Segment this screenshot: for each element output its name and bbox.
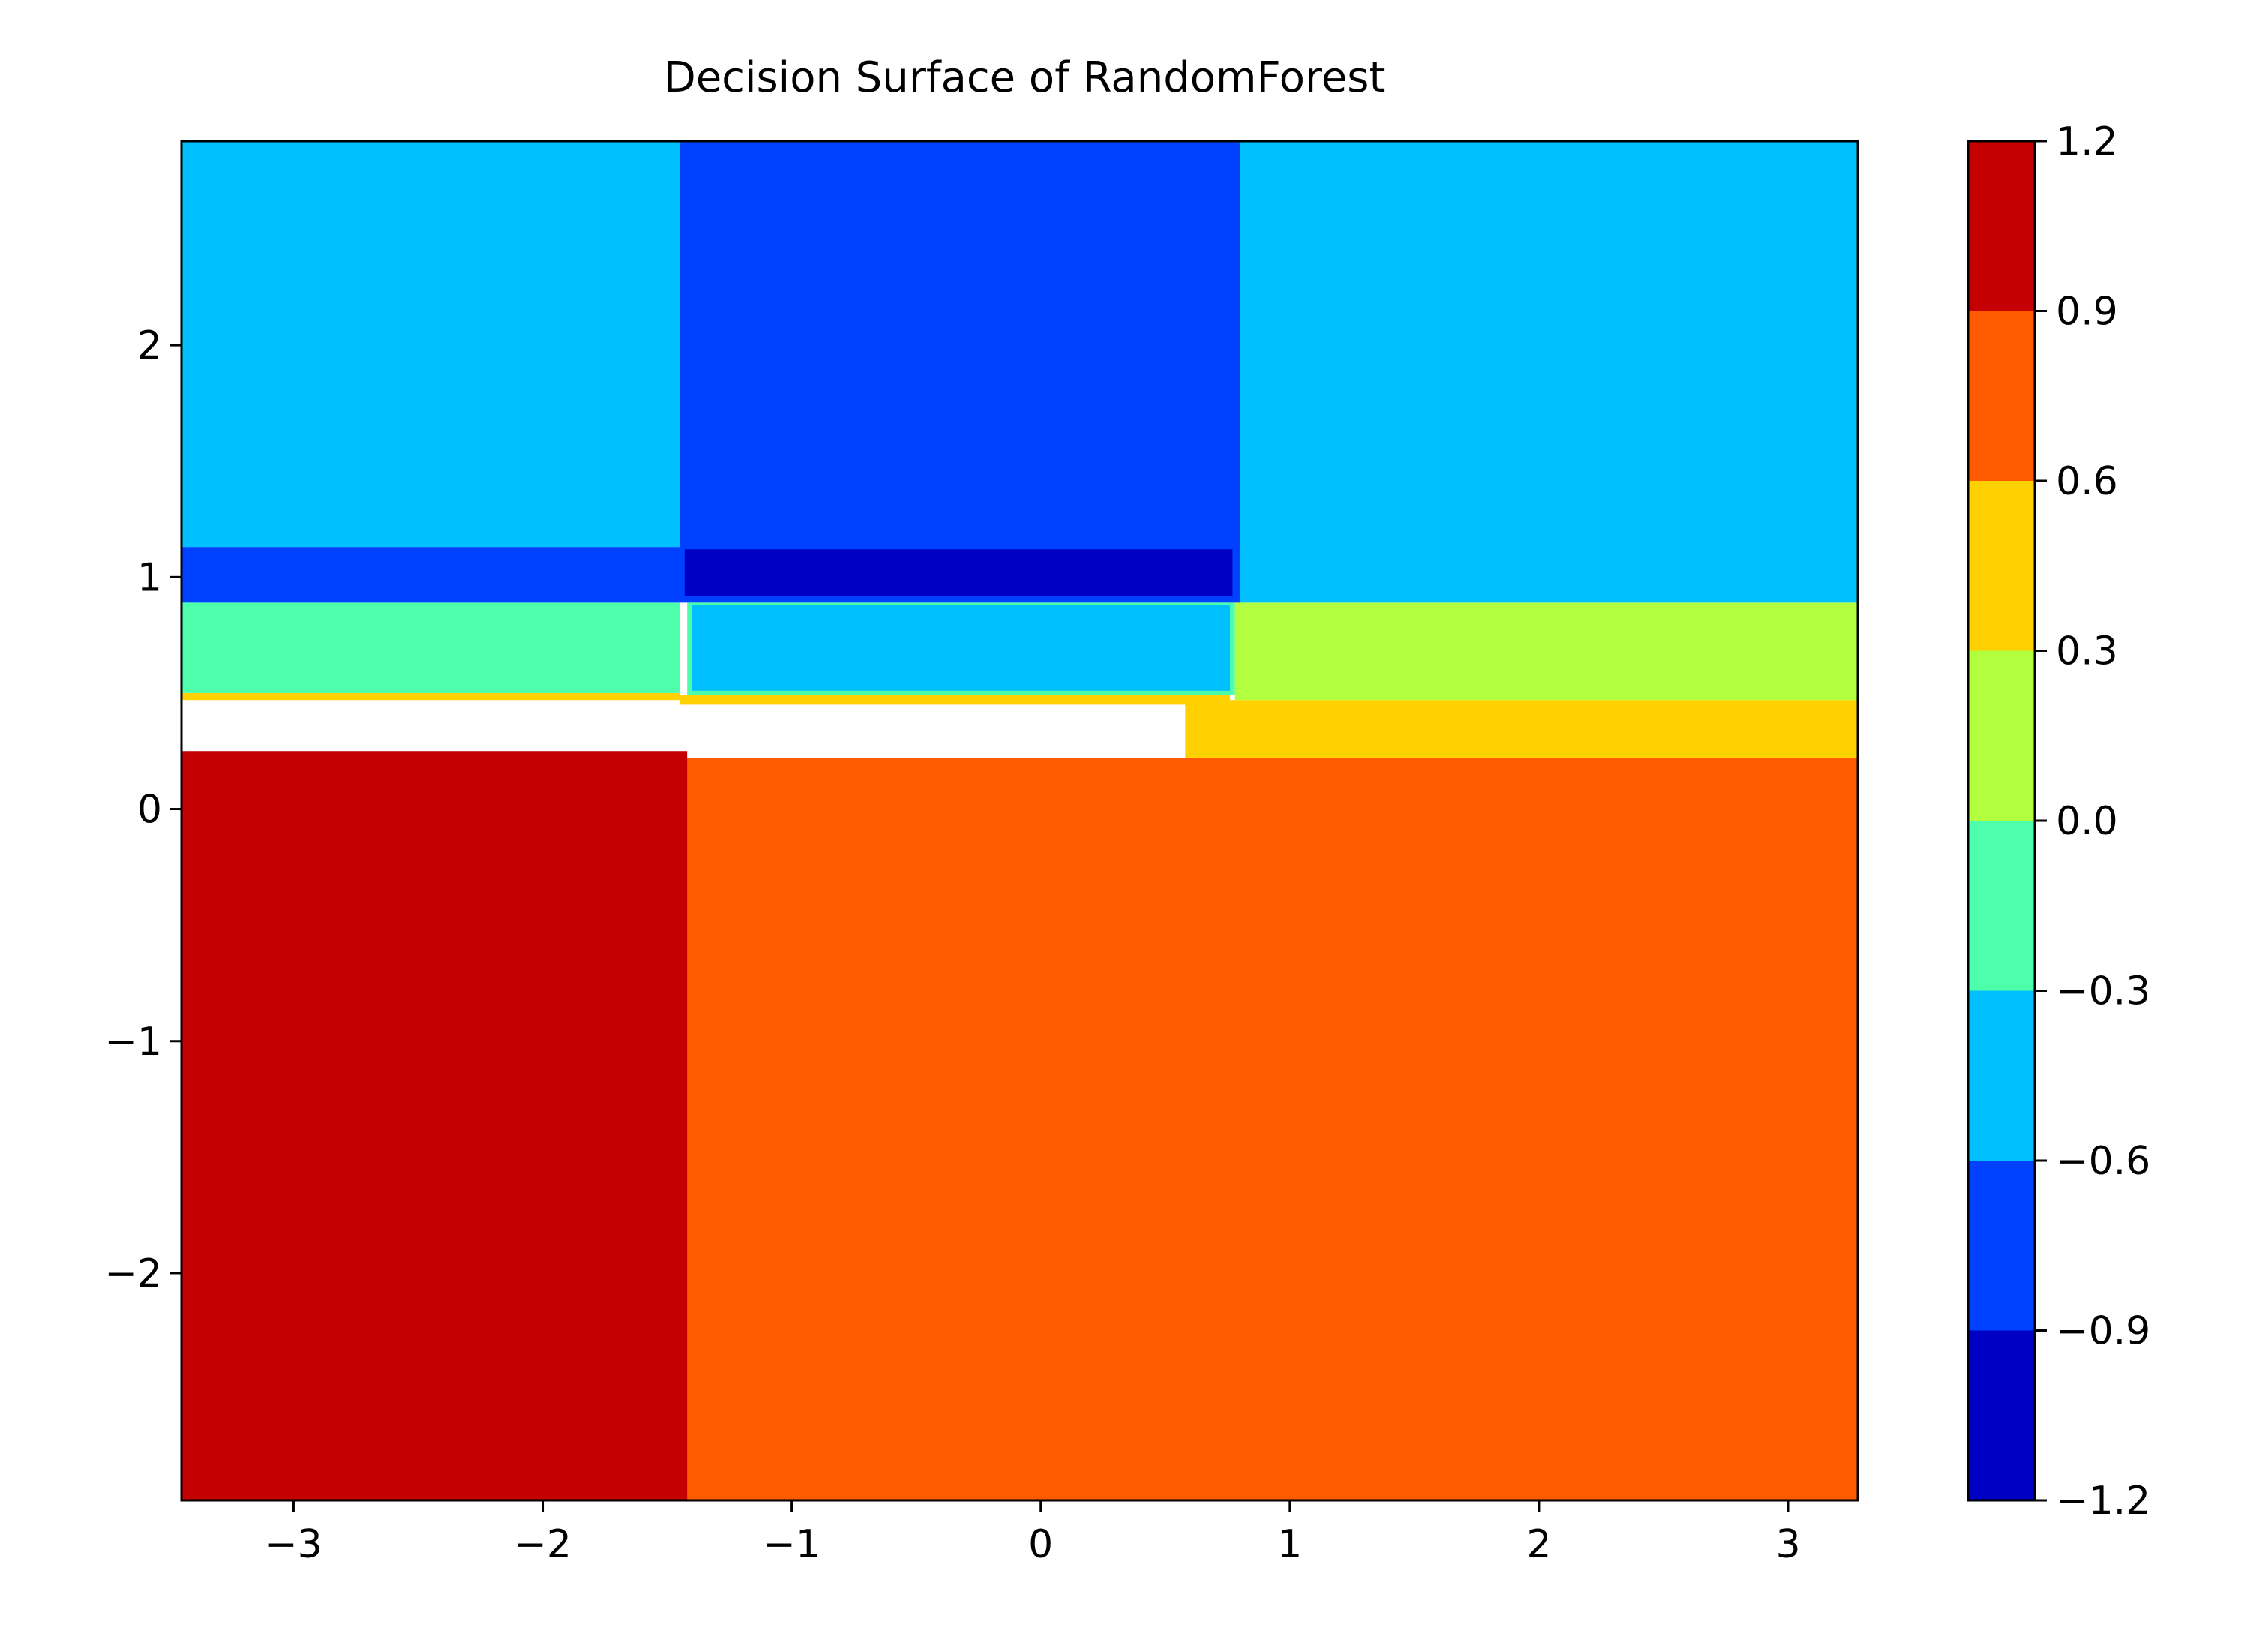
x-tick-label: 0 <box>1028 1522 1053 1567</box>
x-tick-label: −3 <box>265 1522 322 1567</box>
contour-region-4 <box>680 695 1231 705</box>
colorbar-band-2 <box>1968 990 2035 1161</box>
x-tick-label: 1 <box>1277 1522 1302 1567</box>
colorbar <box>1968 141 2035 1500</box>
chart-title: Decision Surface of RandomForest <box>664 53 1386 102</box>
y-tick-label: −1 <box>104 1020 162 1065</box>
contour-region-9 <box>182 547 680 603</box>
y-tick-label: 1 <box>137 555 162 600</box>
colorbar-band-5 <box>1968 481 2035 651</box>
colorbar-tick-label: −0.3 <box>2056 969 2150 1014</box>
contour-region-12 <box>680 141 1240 603</box>
colorbar-tick-label: 0.9 <box>2056 290 2118 335</box>
colorbar-band-0 <box>1968 1330 2035 1500</box>
y-tick-label: 2 <box>137 323 162 368</box>
contour-region-3 <box>182 692 680 701</box>
y-tick-label: 0 <box>137 788 162 833</box>
colorbar-tick-label: 0.6 <box>2056 459 2118 504</box>
contour-region-13 <box>684 549 1233 596</box>
plot-area <box>182 141 1858 1500</box>
colorbar-band-3 <box>1968 821 2035 991</box>
contour-region-5 <box>182 602 680 693</box>
colorbar-tick-label: −0.9 <box>2056 1309 2150 1354</box>
contour-region-11 <box>1240 141 1858 603</box>
colorbar-band-7 <box>1968 141 2035 311</box>
colorbar-axis: −1.2 −0.9 −0.6 −0.3 0.0 0.3 0.6 0.9 1.2 <box>2035 119 2150 1524</box>
colorbar-band-1 <box>1968 1161 2035 1331</box>
colorbar-band-6 <box>1968 311 2035 481</box>
y-axis: −2 −1 0 1 2 <box>104 323 182 1296</box>
x-tick-label: 2 <box>1526 1522 1551 1567</box>
contour-region-7 <box>692 605 1231 691</box>
contour-region-10 <box>182 141 680 548</box>
x-tick-label: 3 <box>1775 1522 1800 1567</box>
y-tick-label: −2 <box>104 1251 162 1296</box>
colorbar-band-4 <box>1968 650 2035 821</box>
x-axis: −3 −2 −1 0 1 2 3 <box>265 1500 1801 1567</box>
colorbar-tick-label: 0.0 <box>2056 799 2118 844</box>
x-tick-label: −1 <box>763 1522 820 1567</box>
colorbar-tick-label: −1.2 <box>2056 1479 2150 1524</box>
colorbar-tick-label: −0.6 <box>2056 1139 2150 1184</box>
plot-frame <box>180 140 1859 1502</box>
contour-region-1 <box>182 751 688 1500</box>
contour-region-2 <box>1185 700 1858 758</box>
colorbar-tick-label: 0.3 <box>2056 629 2118 674</box>
contour-region-8 <box>1234 602 1858 701</box>
colorbar-tick-label: 1.2 <box>2056 119 2118 164</box>
x-tick-label: −2 <box>514 1522 572 1567</box>
